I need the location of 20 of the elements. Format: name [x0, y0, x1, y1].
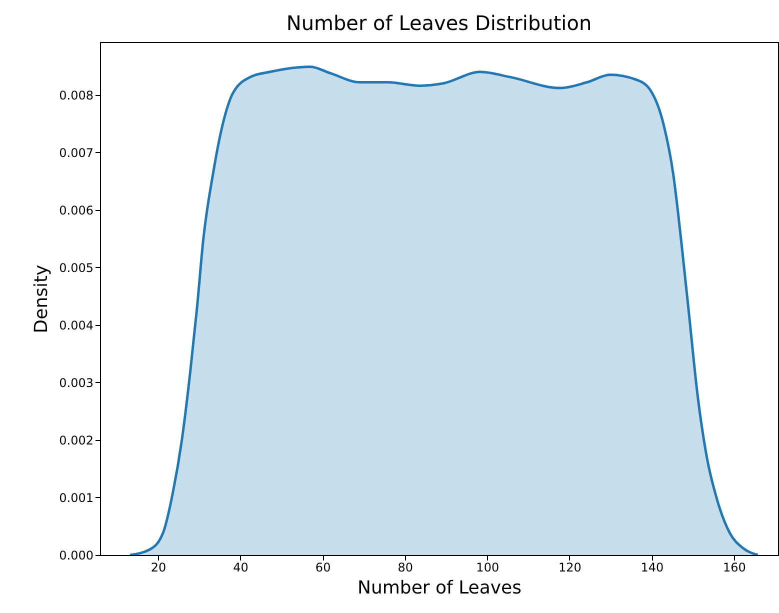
y-tick-label: 0.001 [59, 490, 94, 505]
x-tick-label: 120 [558, 560, 582, 574]
y-tick-label: 0.003 [59, 376, 94, 390]
x-tick-label: 20 [150, 560, 166, 574]
y-tick-label: 0.002 [59, 433, 94, 448]
x-tick-label: 140 [640, 560, 664, 574]
x-axis-title: Number of Leaves [357, 578, 522, 598]
y-tick-label: 0.000 [59, 548, 94, 562]
y-axis-title: Density [31, 264, 52, 334]
x-tick-label: 80 [398, 560, 413, 574]
y-tick-label: 0.006 [59, 203, 94, 218]
chart-title: Number of Leaves Distribution [286, 11, 592, 35]
y-tick-label: 0.004 [59, 318, 94, 332]
y-tick-label: 0.005 [59, 260, 94, 275]
x-tick-label: 60 [315, 560, 331, 574]
x-tick-label: 160 [723, 560, 746, 574]
y-tick-label: 0.007 [59, 146, 94, 160]
x-tick-label: 40 [233, 560, 248, 574]
y-tick-label: 0.008 [59, 88, 94, 102]
x-tick-label: 100 [476, 560, 500, 574]
